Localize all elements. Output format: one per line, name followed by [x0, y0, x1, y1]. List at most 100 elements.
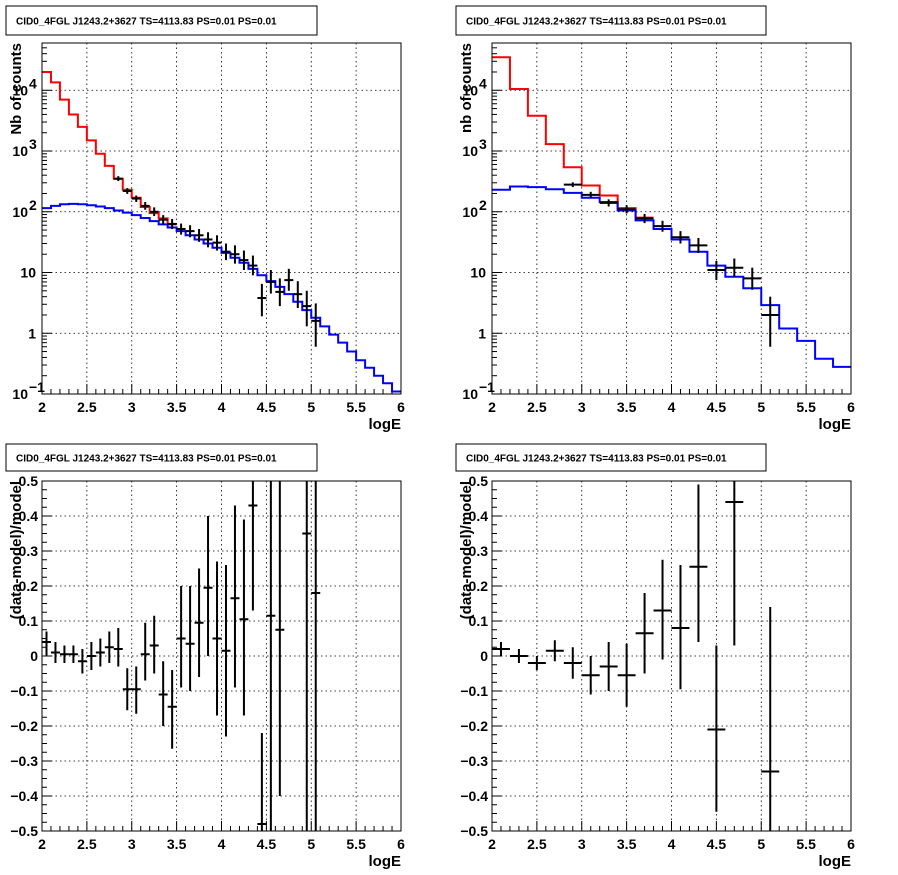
x-tick-label: 2: [488, 836, 496, 852]
x-tick-label: 5.5: [796, 836, 816, 852]
plot-frame: [41, 42, 402, 395]
x-tick-label: 3.5: [617, 836, 637, 852]
y-tick-exponent: 4: [479, 75, 487, 91]
y-tick-label: 10: [462, 82, 478, 98]
data-point: [302, 290, 312, 327]
plot-frame: [41, 480, 402, 832]
residual-point: [248, 481, 258, 611]
y-tick-label: 1: [28, 325, 36, 341]
plot-area: [42, 70, 401, 393]
y-tick-label: 0.5: [19, 473, 39, 489]
data-point: [725, 258, 744, 277]
histogram-step-line: [492, 56, 654, 219]
residual-point: [113, 628, 123, 667]
residual-point: [104, 631, 114, 663]
x-tick-label: 2.5: [527, 836, 547, 852]
residual-point: [311, 481, 321, 831]
y-tick-label: 0.2: [19, 578, 39, 594]
chart-panel: CID0_4FGL J1243.2+3627 TS=4113.83 PS=0.0…: [455, 443, 855, 870]
data-point: [275, 278, 285, 307]
data-point: [239, 250, 249, 270]
x-tick-label: 6: [847, 399, 855, 415]
histogram-step-line: [42, 202, 401, 393]
histogram-step-line: [492, 185, 851, 368]
residual-point: [77, 649, 87, 674]
residual-point: [122, 668, 132, 711]
y-tick-label: −0.3: [460, 753, 488, 769]
x-tick-label: 5.5: [346, 836, 366, 852]
residual-point: [257, 733, 267, 831]
residual-point: [671, 565, 690, 690]
residual-point: [86, 642, 96, 670]
residual-point: [527, 656, 546, 670]
data-point: [113, 176, 123, 182]
data-point: [257, 283, 267, 317]
data-point: [221, 243, 231, 261]
residual-point: [221, 565, 231, 737]
y-tick-label: 10: [462, 204, 478, 220]
data-point: [149, 207, 159, 217]
data-point: [122, 188, 132, 194]
y-tick-label: −0.4: [460, 788, 488, 804]
residual-point: [50, 642, 60, 663]
x-tick-label: 5: [307, 399, 315, 415]
residual-point: [275, 481, 285, 796]
y-tick-label: −0.2: [10, 718, 38, 734]
data-point: [707, 260, 726, 281]
y-tick-label: 10: [12, 143, 28, 159]
x-tick-label: 5: [757, 399, 765, 415]
y-axis-title: Nb of counts: [8, 43, 25, 135]
residual-point: [212, 561, 222, 716]
chart-title-box: [5, 5, 318, 36]
residual-point: [725, 481, 744, 646]
data-point: [743, 267, 762, 290]
residual-point: [761, 607, 780, 831]
residual-point: [599, 642, 618, 691]
x-axis-title: logE: [369, 416, 402, 433]
x-tick-label: 2.5: [77, 399, 97, 415]
y-tick-label: −0.5: [10, 823, 38, 839]
x-tick-label: 6: [397, 399, 405, 415]
residual-point: [492, 642, 510, 656]
plot-frame: [491, 42, 852, 395]
y-tick-label: 0.3: [19, 543, 39, 559]
data-point: [293, 281, 303, 309]
residual-point: [131, 666, 141, 714]
data-point: [653, 220, 672, 232]
y-tick-exponent: −1: [29, 379, 45, 395]
y-tick-label: 0.3: [469, 543, 489, 559]
data-point: [599, 199, 618, 207]
data-point: [689, 237, 708, 253]
x-tick-label: 3.5: [167, 836, 187, 852]
data-point: [761, 296, 780, 347]
plot-area: [42, 481, 321, 831]
data-point: [167, 219, 177, 230]
data-point: [581, 191, 600, 199]
y-tick-label: 10: [462, 386, 478, 402]
data-point: [563, 182, 582, 188]
y-tick-label: 10: [470, 265, 486, 281]
residual-point: [167, 670, 177, 749]
chart-title: CID0_4FGL J1243.2+3627 TS=4113.83 PS=0.0…: [466, 454, 727, 465]
residual-point: [302, 481, 312, 831]
x-tick-label: 6: [397, 836, 405, 852]
data-point: [212, 235, 222, 251]
y-tick-label: −0.5: [460, 823, 488, 839]
chart-panel: CID0_4FGL J1243.2+3627 TS=4113.83 PS=0.0…: [5, 5, 405, 433]
x-tick-label: 2: [38, 399, 46, 415]
x-tick-label: 2.5: [527, 399, 547, 415]
plot-area: [492, 481, 780, 831]
chart-title: CID0_4FGL J1243.2+3627 TS=4113.83 PS=0.0…: [466, 17, 727, 28]
y-tick-label: 10: [12, 82, 28, 98]
residual-point: [239, 519, 249, 716]
y-tick-exponent: 2: [479, 197, 487, 213]
x-tick-label: 4.5: [707, 836, 727, 852]
x-tick-label: 3: [128, 836, 136, 852]
residual-point: [581, 656, 600, 695]
chart-title-box: [455, 443, 767, 472]
data-point: [230, 245, 240, 264]
residual-point: [617, 643, 636, 707]
x-tick-label: 5.5: [346, 399, 366, 415]
x-tick-label: 6: [847, 836, 855, 852]
x-tick-label: 5: [757, 836, 765, 852]
